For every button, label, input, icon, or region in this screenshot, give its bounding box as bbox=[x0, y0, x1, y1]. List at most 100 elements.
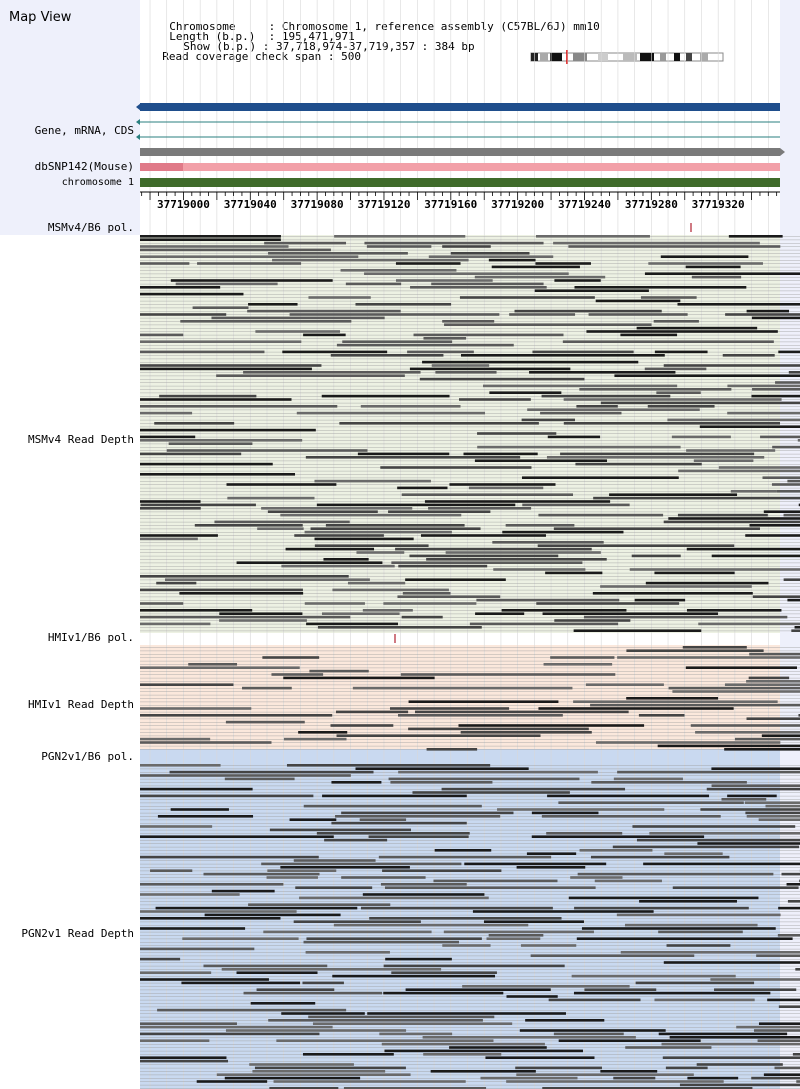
read-segment[interactable] bbox=[364, 241, 544, 245]
read-segment[interactable] bbox=[463, 452, 538, 456]
read-segment[interactable] bbox=[718, 466, 800, 469]
read-segment[interactable] bbox=[520, 944, 577, 947]
read-segment[interactable] bbox=[441, 787, 626, 791]
read-segment[interactable] bbox=[314, 544, 429, 547]
read-segment[interactable] bbox=[249, 1063, 354, 1066]
read-segment[interactable] bbox=[409, 554, 559, 558]
read-segment[interactable] bbox=[616, 913, 781, 917]
read-segment[interactable] bbox=[586, 330, 778, 333]
read-segment[interactable] bbox=[347, 581, 406, 585]
read-segment[interactable] bbox=[553, 527, 760, 530]
read-segment[interactable] bbox=[635, 981, 755, 985]
read-segment[interactable] bbox=[486, 937, 541, 940]
read-segment[interactable] bbox=[333, 923, 529, 927]
read-segment[interactable] bbox=[497, 808, 665, 811]
read-segment[interactable] bbox=[460, 731, 592, 734]
read-segment[interactable] bbox=[362, 893, 485, 896]
read-segment[interactable] bbox=[663, 961, 800, 964]
read-segment[interactable] bbox=[359, 818, 407, 821]
read-segment[interactable] bbox=[305, 456, 521, 459]
read-segment[interactable] bbox=[428, 255, 554, 258]
read-segment[interactable] bbox=[355, 767, 529, 770]
read-segment[interactable] bbox=[140, 435, 196, 439]
read-segment[interactable] bbox=[360, 405, 461, 408]
read-segment[interactable] bbox=[261, 507, 413, 510]
read-segment[interactable] bbox=[286, 764, 491, 767]
read-segment[interactable] bbox=[424, 500, 611, 503]
read-segment[interactable] bbox=[562, 340, 774, 343]
read-segment[interactable] bbox=[321, 612, 400, 615]
read-segment[interactable] bbox=[643, 862, 800, 866]
read-segment[interactable] bbox=[795, 968, 800, 971]
read-segment[interactable] bbox=[219, 619, 307, 622]
read-segment[interactable] bbox=[283, 676, 435, 680]
read-segment[interactable] bbox=[306, 622, 398, 626]
read-segment[interactable] bbox=[324, 838, 388, 842]
read-segment[interactable] bbox=[317, 626, 482, 629]
read-segment[interactable] bbox=[758, 1022, 800, 1025]
read-segment[interactable] bbox=[140, 500, 201, 503]
read-segment[interactable] bbox=[243, 371, 421, 374]
read-segment[interactable] bbox=[695, 731, 800, 734]
read-segment[interactable] bbox=[383, 602, 477, 605]
read-segment[interactable] bbox=[734, 737, 800, 741]
read-segment[interactable] bbox=[667, 418, 800, 422]
read-segment[interactable] bbox=[443, 930, 594, 934]
read-segment[interactable] bbox=[724, 748, 800, 751]
read-segment[interactable] bbox=[140, 1032, 320, 1036]
read-segment[interactable] bbox=[272, 258, 469, 262]
read-segment[interactable] bbox=[461, 354, 665, 357]
read-segment[interactable] bbox=[140, 883, 284, 886]
read-segment[interactable] bbox=[242, 686, 292, 690]
read-segment[interactable] bbox=[423, 1053, 502, 1056]
read-segment[interactable] bbox=[314, 537, 414, 541]
read-segment[interactable] bbox=[362, 609, 413, 612]
read-segment[interactable] bbox=[154, 422, 235, 425]
read-segment[interactable] bbox=[756, 954, 800, 957]
read-segment[interactable] bbox=[140, 262, 190, 265]
read-segment[interactable] bbox=[571, 974, 736, 978]
read-segment[interactable] bbox=[614, 374, 800, 377]
read-segment[interactable] bbox=[672, 690, 800, 693]
read-segment[interactable] bbox=[398, 770, 598, 774]
read-segment[interactable] bbox=[401, 493, 573, 496]
read-segment[interactable] bbox=[730, 490, 777, 493]
read-segment[interactable] bbox=[298, 731, 348, 734]
read-segment[interactable] bbox=[422, 1036, 636, 1039]
read-segment[interactable] bbox=[482, 384, 678, 388]
read-segment[interactable] bbox=[140, 245, 289, 248]
read-segment[interactable] bbox=[516, 1073, 694, 1076]
read-segment[interactable] bbox=[197, 262, 302, 265]
read-segment[interactable] bbox=[140, 534, 218, 537]
read-segment[interactable] bbox=[343, 1087, 487, 1089]
read-segment[interactable] bbox=[588, 313, 688, 316]
read-segment[interactable] bbox=[236, 971, 318, 974]
read-segment[interactable] bbox=[682, 646, 747, 649]
read-segment[interactable] bbox=[408, 700, 559, 703]
read-segment[interactable] bbox=[788, 371, 800, 374]
read-segment[interactable] bbox=[140, 575, 349, 578]
read-segment[interactable] bbox=[155, 906, 358, 910]
read-segment[interactable] bbox=[794, 626, 800, 629]
read-segment[interactable] bbox=[140, 737, 211, 741]
read-segment[interactable] bbox=[413, 333, 564, 337]
read-segment[interactable] bbox=[360, 906, 553, 910]
read-segment[interactable] bbox=[140, 602, 184, 605]
read-segment[interactable] bbox=[492, 541, 604, 544]
read-segment[interactable] bbox=[669, 1036, 800, 1039]
read-segment[interactable] bbox=[722, 354, 775, 357]
read-segment[interactable] bbox=[583, 615, 788, 619]
read-segment[interactable] bbox=[140, 1056, 227, 1059]
read-segment[interactable] bbox=[140, 774, 351, 777]
read-segment[interactable] bbox=[293, 920, 421, 923]
read-segment[interactable] bbox=[777, 934, 800, 937]
read-segment[interactable] bbox=[140, 835, 334, 838]
read-segment[interactable] bbox=[575, 462, 702, 466]
read-segment[interactable] bbox=[576, 405, 618, 408]
read-segment[interactable] bbox=[335, 710, 409, 714]
read-segment[interactable] bbox=[485, 1056, 595, 1059]
read-segment[interactable] bbox=[546, 456, 765, 459]
read-segment[interactable] bbox=[727, 411, 800, 415]
read-segment[interactable] bbox=[775, 381, 800, 384]
read-segment[interactable] bbox=[341, 811, 514, 815]
